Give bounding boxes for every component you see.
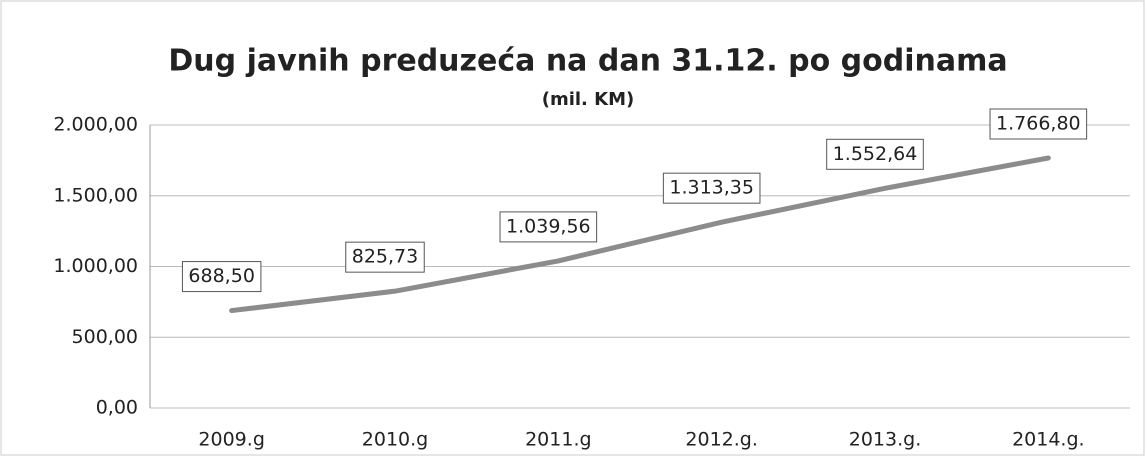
y-tick-label: 500,00	[72, 326, 138, 348]
data-label: 1.552,64	[833, 143, 918, 165]
data-label: 825,73	[352, 246, 418, 268]
data-label-box	[499, 211, 598, 243]
data-line	[229, 155, 1051, 314]
x-tick-label: 2010.g	[362, 429, 428, 451]
y-tick-label: 1.500,00	[53, 184, 138, 206]
data-label: 1.039,56	[506, 215, 591, 237]
chart-subtitle: (mil. KM)	[542, 89, 635, 110]
y-tick-label: 1.000,00	[53, 255, 138, 277]
x-tick-label: 2014.g.	[1012, 429, 1085, 451]
x-tick-label: 2013.g.	[849, 429, 922, 451]
y-tick-label: 2.000,00	[53, 114, 138, 136]
x-tick-label: 2011.g	[525, 429, 591, 451]
data-label-box	[662, 172, 761, 204]
x-tick-label: 2012.g.	[685, 429, 758, 451]
data-label-box	[989, 108, 1088, 140]
x-tick-label: 2009.g	[198, 429, 264, 451]
chart-title: Dug javnih preduzeća na dan 31.12. po go…	[168, 44, 1007, 79]
data-label: 1.766,80	[996, 112, 1081, 134]
data-label-box	[345, 241, 425, 273]
data-label-box	[826, 138, 924, 170]
data-label-box	[181, 261, 262, 293]
data-label: 1.313,35	[669, 177, 754, 199]
y-tick-label: 0,00	[96, 397, 138, 419]
data-label: 688,50	[188, 265, 254, 287]
